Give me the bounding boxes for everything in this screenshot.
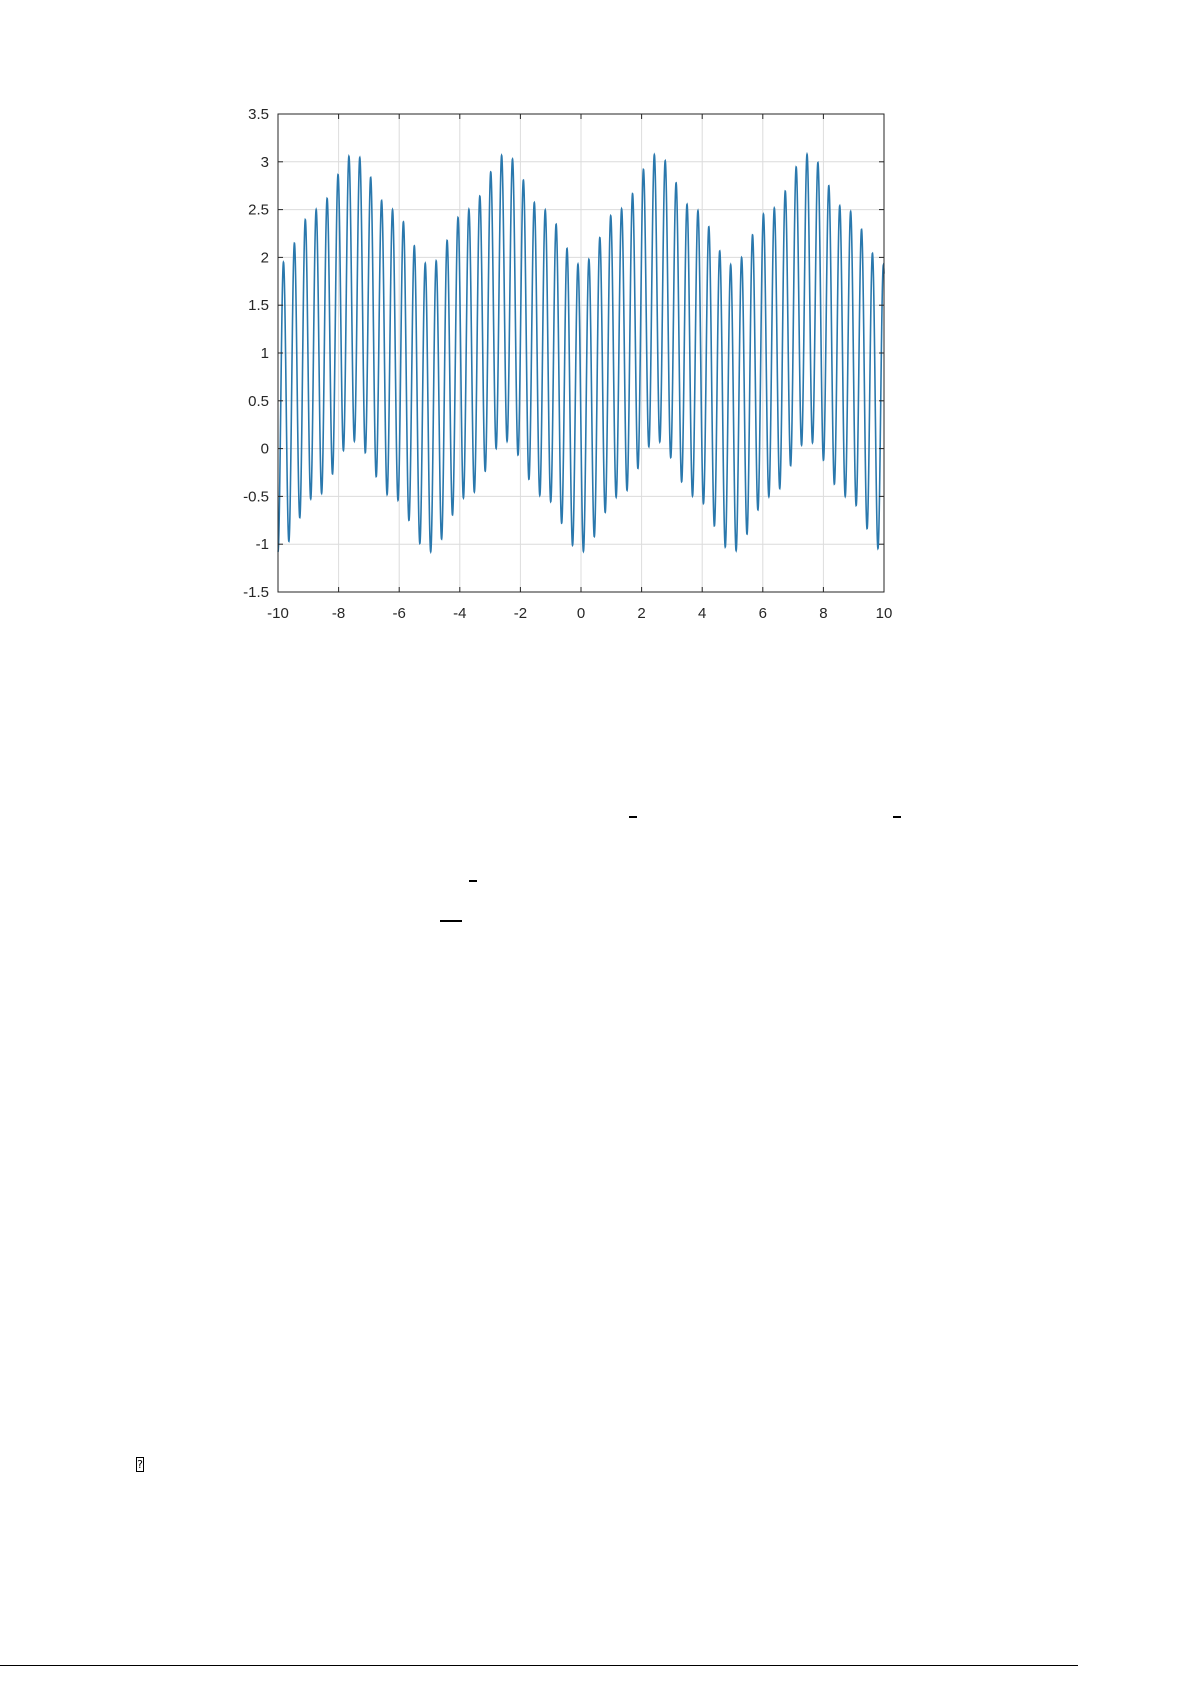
y-tick-label: 3.5 (248, 106, 269, 123)
fraction-bar (893, 816, 901, 818)
x-tick-label: 4 (698, 605, 706, 622)
fraction-bar (440, 920, 462, 922)
x-tick-label: 2 (637, 605, 645, 622)
x-tick-label: -10 (267, 605, 289, 622)
footer-rule (0, 1665, 1078, 1666)
chart: -10 -8 -6 -4 -2 0 2 4 6 8 10 -1.5 -1 -0.5 0 0.5 1 1.5 2 2.5… (243, 106, 892, 622)
y-tick-label: 1.5 (248, 297, 269, 314)
y-tick-label: 0 (261, 441, 269, 458)
x-tick-label: 10 (876, 605, 893, 622)
y-tick-label: 2 (261, 249, 269, 266)
series (277, 151, 885, 555)
y-tick-label: 1 (261, 345, 269, 362)
x-tick-label: -8 (332, 605, 345, 622)
y-tick-label: 3 (261, 154, 269, 171)
ticks: -10 -8 -6 -4 -2 0 2 4 6 8 10 -1.5 -1 -0.5 0 0.5 1 1.5 2 2.5… (243, 106, 892, 622)
x-tick-label: -4 (453, 605, 466, 622)
fraction-bar (629, 816, 637, 818)
y-tick-label: 2.5 (248, 202, 269, 219)
x-tick-label: -2 (514, 605, 527, 622)
missing-glyph-icon: ? (136, 1457, 144, 1472)
y-tick-label: -0.5 (243, 488, 269, 505)
fraction-bar (469, 880, 477, 882)
x-tick-label: 0 (577, 605, 585, 622)
x-tick-label: 6 (759, 605, 767, 622)
x-tick-label: -6 (393, 605, 406, 622)
y-tick-label: 0.5 (248, 393, 269, 410)
y-tick-label: -1.5 (243, 584, 269, 601)
x-tick-label: 8 (819, 605, 827, 622)
series-line (277, 151, 885, 555)
y-tick-label: -1 (256, 536, 269, 553)
